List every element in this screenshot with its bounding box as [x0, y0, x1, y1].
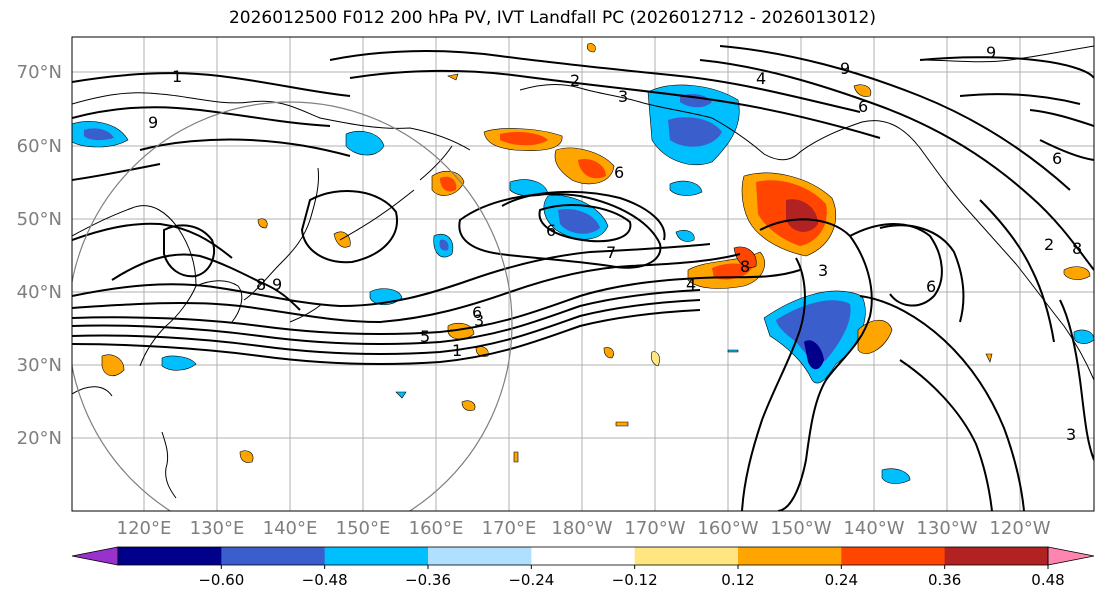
- colorbar-bin: [531, 547, 636, 565]
- colorbar-tick-label: −0.60: [198, 571, 244, 589]
- lon-label: 120°E: [117, 518, 172, 539]
- lon-label: 170°W: [624, 518, 685, 539]
- contour-label: 3: [818, 261, 828, 280]
- contour-label: 1: [452, 341, 462, 360]
- lon-label: 150°E: [336, 518, 391, 539]
- contour-label: 6: [546, 221, 556, 240]
- contour-labels: 9 2 3 4 9 9 6 6 6 6 7 4 8 6 3 5 3 1 6 8 …: [148, 43, 1082, 444]
- contour-label: 8: [740, 257, 750, 276]
- colorbar-bin: [324, 547, 429, 565]
- ivt-shading: [72, 43, 1094, 484]
- lat-label: 50°N: [17, 209, 62, 230]
- colorbar-bin: [738, 547, 842, 565]
- lon-label: 160°W: [697, 518, 758, 539]
- pv-contours: [72, 45, 1094, 511]
- lon-label: 180°W: [551, 518, 612, 539]
- colorbar-bin: [841, 547, 946, 565]
- latitude-axis: 70°N 60°N 50°N 40°N 30°N 20°N: [17, 62, 62, 449]
- graticule: [72, 37, 1094, 511]
- contour-label: 6: [472, 303, 482, 322]
- contour-label: 1: [172, 67, 182, 86]
- contour-label: 3: [1066, 425, 1076, 444]
- colorbar-tick-label: −0.48: [302, 571, 348, 589]
- contour-label: 7: [606, 243, 616, 262]
- colorbar-bin: [428, 547, 532, 565]
- colorbar: −0.60 −0.48 −0.36 −0.24 −0.12 0.12 0.24 0.36 0.4…: [71, 546, 1095, 589]
- contour-label: 9: [148, 113, 158, 132]
- contour-label: 2: [1044, 235, 1054, 254]
- lat-label: 30°N: [17, 355, 62, 376]
- colorbar-tick-label: −0.24: [508, 571, 554, 589]
- contour-label: 9: [840, 59, 850, 78]
- contour-label: 6: [1052, 149, 1062, 168]
- colorbar-bin: [118, 547, 222, 565]
- contour-label: 4: [686, 275, 696, 294]
- lon-label: 120°W: [989, 518, 1050, 539]
- colorbar-tick-label: 0.24: [825, 571, 858, 589]
- lon-label: 140°W: [843, 518, 904, 539]
- lon-label: 130°E: [190, 518, 245, 539]
- lon-label: 170°E: [482, 518, 537, 539]
- contour-label: 3: [474, 311, 484, 330]
- contour-label: 9: [272, 275, 282, 294]
- contour-label: 2: [570, 71, 580, 90]
- colorbar-tick-label: 0.12: [721, 571, 754, 589]
- colorbar-bin: [221, 547, 326, 565]
- contour-label: 8: [256, 275, 266, 294]
- coastlines: [72, 45, 1094, 499]
- colorbar-tick-label: 0.48: [1031, 571, 1064, 589]
- colorbar-bin: [944, 547, 1049, 565]
- lat-label: 70°N: [17, 62, 62, 83]
- lon-label: 160°E: [409, 518, 464, 539]
- colorbar-frame: [117, 546, 1049, 566]
- plot-frame: [71, 36, 1095, 512]
- lat-label: 60°N: [17, 136, 62, 157]
- contour-label: 9: [986, 43, 996, 62]
- map-title: 2026012500 F012 200 hPa PV, IVT Landfall…: [228, 8, 876, 28]
- lat-label: 20°N: [17, 428, 62, 449]
- radius-circle: [72, 101, 513, 511]
- lon-label: 150°W: [770, 518, 831, 539]
- contour-label: 6: [858, 97, 868, 116]
- lat-label: 40°N: [17, 282, 62, 303]
- colorbar-tick-label: −0.36: [405, 571, 451, 589]
- colorbar-extend-high: [1047, 546, 1095, 566]
- colorbar-tick-label: −0.12: [612, 571, 658, 589]
- contour-label: 3: [618, 87, 628, 106]
- colorbar-tick-label: 0.36: [928, 571, 961, 589]
- contour-label: 6: [926, 277, 936, 296]
- contour-label: 6: [614, 163, 624, 182]
- lon-label: 130°W: [916, 518, 977, 539]
- plot-area: [72, 37, 1094, 511]
- contour-label: 8: [1072, 239, 1082, 258]
- contour-label: 5: [420, 327, 430, 346]
- lon-label: 140°E: [263, 518, 318, 539]
- colorbar-bin: [634, 547, 739, 565]
- colorbar-extend-low: [71, 546, 119, 566]
- longitude-axis: 120°E 130°E 140°E 150°E 160°E 170°E 180°…: [117, 518, 1051, 539]
- contour-label: 4: [756, 69, 766, 88]
